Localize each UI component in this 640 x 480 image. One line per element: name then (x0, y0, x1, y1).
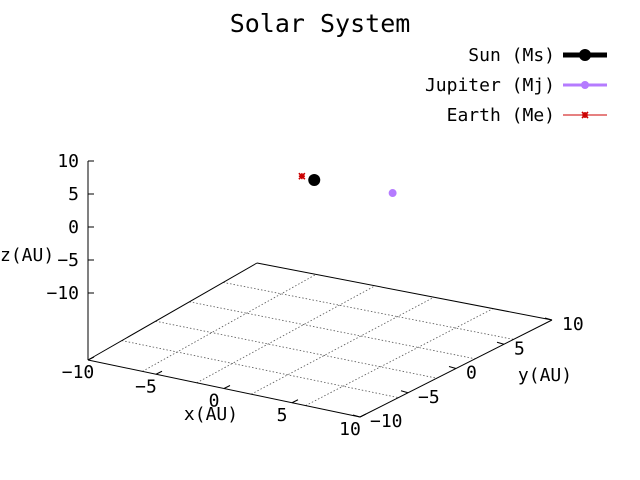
grid-line-y (155, 320, 437, 379)
z-tick-label: 10 (57, 151, 79, 172)
x-tick-label: −10 (62, 362, 95, 383)
grid-line-y (189, 301, 476, 360)
y-axis-label: y(AU) (518, 365, 572, 386)
x-tick (155, 370, 163, 375)
grid-line-x (142, 274, 317, 372)
y-tick-label: 10 (562, 314, 584, 335)
chart-title: Solar System (230, 9, 411, 38)
x-axis-label: x(AU) (184, 404, 238, 425)
xy-grid (121, 274, 514, 406)
z-tick-label: 5 (68, 184, 79, 205)
z-axis-label: z(AU) (0, 245, 54, 266)
grid-line-y (121, 340, 399, 398)
y-tick (544, 317, 553, 321)
grid-line-y (223, 282, 514, 340)
x-tick (87, 356, 95, 361)
y-tick-label: −5 (418, 387, 440, 408)
y-tick (352, 414, 361, 418)
x-tick (359, 413, 367, 418)
y-tick (400, 390, 409, 394)
legend-marker (581, 111, 589, 119)
y-tick (496, 341, 505, 345)
x-axis: −10 −5 0 5 10 (62, 356, 367, 440)
y-tick-label: −10 (370, 411, 403, 432)
y-tick (448, 366, 457, 369)
x-tick (291, 399, 299, 404)
legend-label: Jupiter (Mj) (425, 75, 555, 96)
plane-edge-left (87, 262, 258, 361)
y-tick-label: 5 (514, 338, 525, 359)
grid-line-x (251, 296, 435, 395)
data-points (298, 172, 397, 198)
x-tick-label: 0 (209, 391, 220, 412)
data-point-series-2 (298, 172, 306, 180)
legend: Sun (Ms) Jupiter (Mj) Earth (Me) (425, 45, 607, 126)
x-tick-label: −5 (135, 376, 157, 397)
legend-marker (579, 49, 591, 61)
legend-marker (581, 81, 589, 89)
x-tick-label: 10 (339, 419, 361, 440)
xy-plane-border (87, 262, 553, 418)
grid-line-x (305, 308, 494, 406)
x-tick (223, 385, 231, 389)
data-point-series-1 (388, 189, 397, 198)
x-tick-label: 5 (277, 405, 288, 426)
data-point-series-0 (308, 174, 321, 186)
y-tick-label: 0 (466, 363, 477, 384)
z-tick-label: 0 (68, 217, 79, 238)
z-tick-label: −5 (57, 250, 79, 271)
legend-label: Sun (Ms) (468, 45, 555, 66)
plane-edge-back (256, 262, 553, 321)
y-axis: −10 −5 0 5 10 (352, 314, 584, 432)
legend-label: Earth (Me) (447, 105, 555, 126)
z-axis: 10 5 0 −5 −10 (46, 151, 94, 360)
z-tick-label: −10 (46, 283, 79, 304)
grid-line-x (196, 285, 376, 384)
